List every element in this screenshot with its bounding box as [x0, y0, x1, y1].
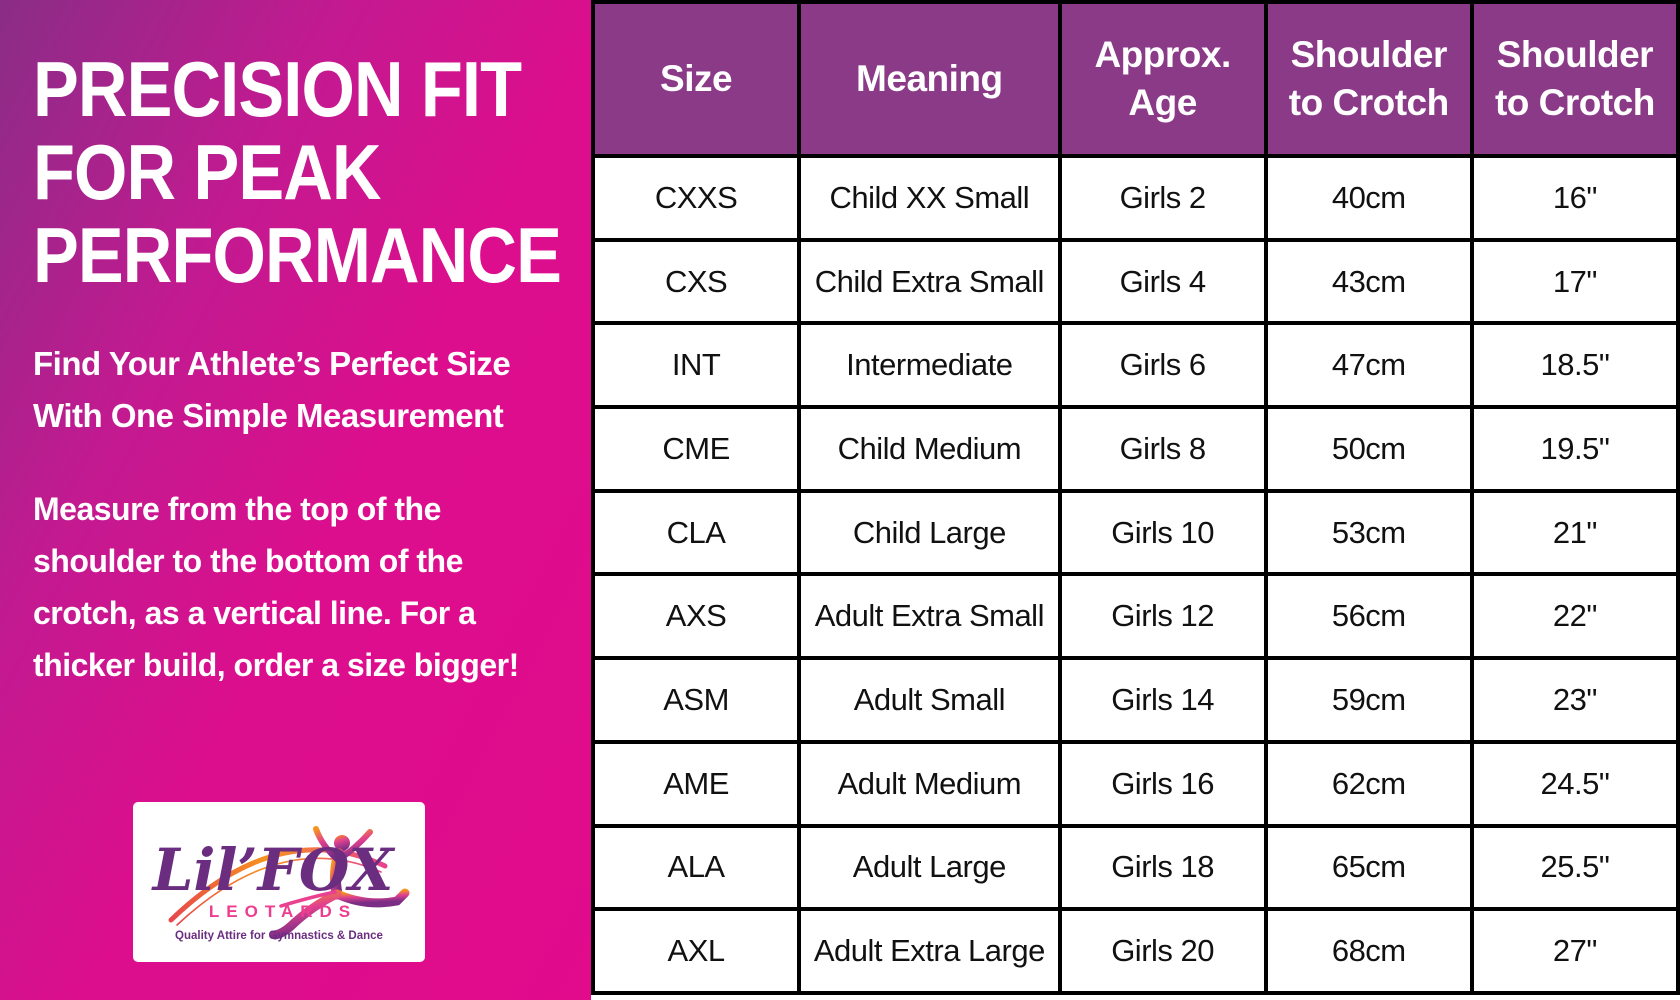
table-cell: 27"	[1469, 907, 1680, 995]
col-header-size: Size	[590, 0, 802, 158]
left-gradient-panel: PRECISION FIT FOR PEAK PERFORMANCE Find …	[0, 0, 591, 1000]
table-cell: Child Medium	[797, 405, 1062, 493]
table-row: INT Intermediate Girls 6 47cm 18.5"	[590, 321, 1680, 410]
table-cell: CME	[590, 405, 802, 493]
table-cell: 59cm	[1263, 656, 1474, 744]
table-row: AXL Adult Extra Large Girls 20 68cm 27"	[590, 907, 1680, 995]
brand-logo-art: Lil’FOX LEOTARDS Quality Attire for Gymn…	[151, 826, 410, 942]
table-cell: 25.5"	[1469, 823, 1680, 912]
table-cell: 68cm	[1263, 907, 1474, 995]
table-cell: Girls 18	[1057, 823, 1268, 912]
table-cell: 21"	[1469, 488, 1680, 577]
size-chart: Size Meaning Approx. Age Shoulder to Cro…	[590, 0, 1680, 995]
table-cell: Girls 10	[1057, 488, 1268, 577]
instruction-line-4: thicker build, order a size bigger!	[33, 647, 519, 683]
table-cell: Adult Extra Small	[797, 572, 1062, 661]
table-cell: CXXS	[590, 154, 802, 242]
table-cell: Adult Small	[797, 656, 1062, 744]
table-cell: Intermediate	[797, 321, 1062, 410]
table-cell: Girls 16	[1057, 739, 1268, 828]
instruction-line-2: shoulder to the bottom of the	[33, 543, 463, 579]
table-row: CXXS Child XX Small Girls 2 40cm 16"	[590, 154, 1680, 242]
subtitle-line-1: Find Your Athlete’s Perfect Size	[33, 345, 511, 382]
table-cell: AME	[590, 739, 802, 828]
col-header-shoulder-to-crotch-in: Shoulder to Crotch	[1469, 0, 1680, 158]
table-row: CLA Child Large Girls 10 53cm 21"	[590, 488, 1680, 577]
table-cell: AXS	[590, 572, 802, 661]
subtitle: Find Your Athlete’s Perfect Size With On…	[33, 338, 511, 442]
instruction-line-3: crotch, as a vertical line. For a	[33, 595, 476, 631]
table-cell: Girls 2	[1057, 154, 1268, 242]
table-cell: 43cm	[1263, 237, 1474, 326]
gymnast-icon	[270, 826, 410, 940]
page-title: PRECISION FIT FOR PEAK PERFORMANCE	[33, 45, 562, 299]
table-cell: 47cm	[1263, 321, 1474, 410]
table-row: CXS Child Extra Small Girls 4 43cm 17"	[590, 237, 1680, 326]
table-cell: 22"	[1469, 572, 1680, 661]
col-header-shoulder-to-crotch-cm: Shoulder to Crotch	[1263, 0, 1474, 158]
rainbow-arc-icon	[168, 847, 388, 926]
size-chart-header: Size Meaning Approx. Age Shoulder to Cro…	[590, 0, 1680, 158]
table-cell: Girls 6	[1057, 321, 1268, 410]
table-row: AXS Adult Extra Small Girls 12 56cm 22"	[590, 572, 1680, 661]
table-cell: Adult Medium	[797, 739, 1062, 828]
header-row: Size Meaning Approx. Age Shoulder to Cro…	[590, 0, 1680, 158]
table-cell: 18.5"	[1469, 321, 1680, 410]
table-cell: 65cm	[1263, 823, 1474, 912]
table-cell: 40cm	[1263, 154, 1474, 242]
col-header-meaning: Meaning	[797, 0, 1062, 158]
table-row: CME Child Medium Girls 8 50cm 19.5"	[590, 405, 1680, 493]
table-cell: 53cm	[1263, 488, 1474, 577]
table-cell: INT	[590, 321, 802, 410]
measurement-instructions: Measure from the top of the shoulder to …	[33, 483, 519, 691]
table-cell: CLA	[590, 488, 802, 577]
size-table-body: CXXS Child XX Small Girls 2 40cm 16" CXS Child…	[590, 154, 1680, 995]
table-cell: Child Extra Small	[797, 237, 1062, 326]
table-cell: ASM	[590, 656, 802, 744]
table-cell: Child XX Small	[797, 154, 1062, 242]
subtitle-line-2: With One Simple Measurement	[33, 397, 504, 434]
table-cell: 23"	[1469, 656, 1680, 744]
table-cell: AXL	[590, 907, 802, 995]
table-cell: 50cm	[1263, 405, 1474, 493]
table-cell: Child Large	[797, 488, 1062, 577]
table-cell: 56cm	[1263, 572, 1474, 661]
page-title-line-2: FOR PEAK	[33, 128, 382, 216]
brand-name-text: Lil’FOX	[151, 836, 396, 904]
page-title-line-1: PRECISION FIT	[33, 45, 522, 133]
brand-tagline-text: Quality Attire for Gymnastics & Dance	[175, 930, 383, 942]
table-cell: Girls 4	[1057, 237, 1268, 326]
instruction-line-1: Measure from the top of the	[33, 491, 441, 527]
table-cell: ALA	[590, 823, 802, 912]
table-cell: CXS	[590, 237, 802, 326]
brand-subname-text: LEOTARDS	[209, 902, 357, 921]
table-cell: Girls 8	[1057, 405, 1268, 493]
size-chart-table: Size Meaning Approx. Age Shoulder to Cro…	[590, 0, 1680, 995]
table-cell: Girls 12	[1057, 572, 1268, 661]
table-cell: 16"	[1469, 154, 1680, 242]
col-header-approx-age: Approx. Age	[1057, 0, 1268, 158]
brand-logo: Lil’FOX LEOTARDS Quality Attire for Gymn…	[133, 802, 425, 962]
table-row: ASM Adult Small Girls 14 59cm 23"	[590, 656, 1680, 744]
table-cell: Girls 14	[1057, 656, 1268, 744]
table-cell: Adult Extra Large	[797, 907, 1062, 995]
table-cell: 24.5"	[1469, 739, 1680, 828]
table-cell: Adult Large	[797, 823, 1062, 912]
page-title-line-3: PERFORMANCE	[33, 211, 562, 299]
table-cell: 62cm	[1263, 739, 1474, 828]
table-cell: Girls 20	[1057, 907, 1268, 995]
table-cell: 19.5"	[1469, 405, 1680, 493]
table-row: AME Adult Medium Girls 16 62cm 24.5"	[590, 739, 1680, 828]
table-row: ALA Adult Large Girls 18 65cm 25.5"	[590, 823, 1680, 912]
table-cell: 17"	[1469, 237, 1680, 326]
